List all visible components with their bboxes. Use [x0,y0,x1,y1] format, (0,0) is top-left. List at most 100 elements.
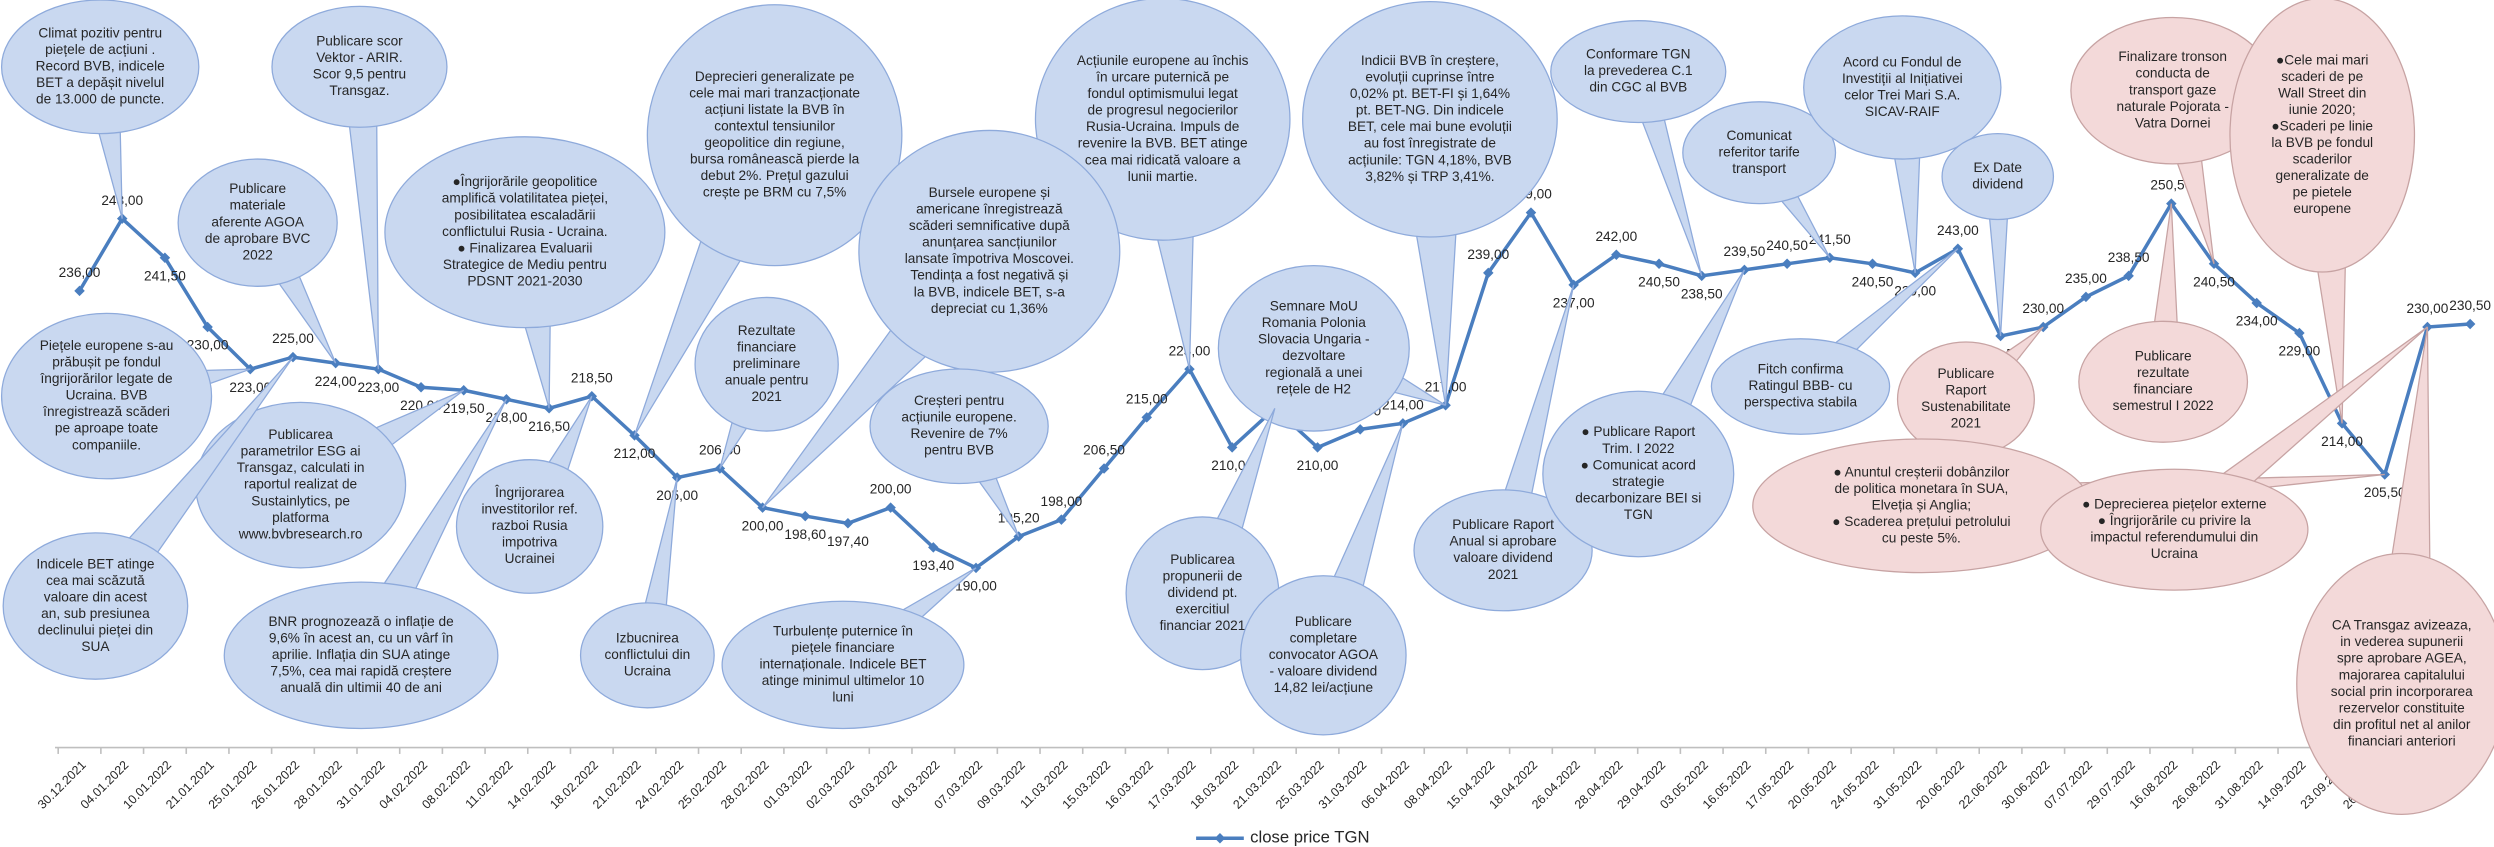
data-label: 241,50 [144,268,186,283]
callout-bubble [694,296,839,432]
callout-bubble [0,0,200,135]
callout-text: Romania Polonia [1262,315,1366,330]
callout-text: îngrijorărilor legate de [40,371,173,386]
data-label: 238,50 [2108,250,2150,265]
data-label: 234,00 [2236,314,2278,329]
data-label: 214,00 [2321,434,2363,449]
point-marker [1141,412,1153,423]
callout-text: rețele de H2 [1277,381,1351,396]
callout-text: razboi Rusia [492,518,568,533]
data-label: 193,40 [912,558,954,573]
callout-text: declinului pieței din [38,622,153,637]
callout-text: la BVB, indicele BET, s-a [914,284,1065,299]
point-marker [885,502,896,513]
callout-text: de aprobare BVC [205,231,311,246]
data-label: 239,50 [1724,244,1766,259]
callout-text: transport [1732,161,1786,176]
callout-text: de 13.000 de puncte. [36,92,164,107]
callout-text: Comunicat [1727,128,1792,143]
callout-text: Publicare [2135,349,2192,364]
data-label: 237,00 [1553,296,1595,311]
callout-text: în urcare puternică pe [1095,70,1229,85]
data-label: 200,00 [742,518,784,533]
callout-bubble [1217,265,1410,432]
point-marker [2123,270,2134,282]
callout-text: la BVB pe fondul [2271,135,2373,150]
callout-text: Ucraina [2151,546,2198,561]
callout-text: evoluții cuprinse între [1365,70,1494,85]
callout-text: 2021 [751,389,781,404]
callout-text: Ucraina. BVB [66,388,148,403]
callout-text: ● Scaderea prețului petrolului [1832,514,2010,529]
callout: Îngrijorarea investitorilor ref.razboi Ru… [455,395,604,594]
data-label: 190,00 [955,579,997,594]
data-label: 236,00 [59,265,101,280]
callout-text: Tendința a fost negativă și [910,268,1068,283]
callout-text: in vederea supunerii [2340,634,2463,649]
callout-text: Vektor - ARIR. [316,50,403,65]
callout-bubble [579,602,715,709]
callout-text: Publicare scor [316,34,403,49]
callout-text: valoare dividend [1453,550,1552,565]
callout-text: pentru BVB [924,443,994,458]
callout-text: Acord cu Fondul de [1843,54,1961,69]
callout-text: lansate împotriva Moscovei. [905,251,1074,266]
callout-text: transport gaze [2129,82,2216,97]
callout-text: conflictului din [604,647,690,662]
callout: CA Transgaz avizeaza,in vederea supuneri… [2296,326,2494,815]
callout-text: majorarea capitalului [2339,667,2465,682]
callout-text: din CGC al BVB [1589,80,1687,95]
callout-text: materiale [230,198,286,213]
callout-text: Anual si aprobare [1450,534,1557,549]
callout-bubble [0,312,213,480]
callout-text: debut 2%. Prețul gazului [701,168,849,183]
callout-bubble [1710,338,1891,435]
data-label: 215,00 [1126,391,1168,406]
data-label: 218,50 [571,370,613,385]
data-label: 240,50 [1766,238,1808,253]
callout-text: piețele financiare [791,640,894,655]
point-marker [74,285,85,297]
callout-text: americane înregistrează [916,202,1063,217]
callout-text: valoare din acest [44,589,147,604]
callout-text: strategie [1612,474,1664,489]
callout-text: Strategice de Mediu pentru [443,257,607,272]
callout-text: impotriva [502,535,558,550]
callout-text: la prevederea C.1 [1584,63,1693,78]
callout-text: Wall Street din [2278,85,2366,100]
callout-text: parametrilor ESG ai [241,444,361,459]
callout-text: prăbușit pe fondul [52,355,161,370]
callout-text: acțiunile europene. [901,410,1016,425]
callout-bubble [1302,0,1558,238]
callout-text: Publicare [1295,614,1352,629]
callout-text: Acțiunile europene au închis [1077,53,1249,68]
callout-bubble [1550,20,1727,124]
callout-text: cea mai scăzută [46,573,145,588]
callout-text: piețele de acțiuni . [45,42,155,57]
data-label: 225,00 [272,331,314,346]
callout-text: Revenire de 7% [911,426,1008,441]
callout-text: de politica monetara în SUA, [1834,481,2008,496]
point-marker [2294,327,2305,339]
callout: Acord cu Fondul de Investiții al Inițiati… [1803,15,2002,273]
callout-text: Slovacia Ungaria - [1258,332,1370,347]
data-label: 230,50 [2449,298,2491,313]
callout: Acțiunile europene au închis în urcare pu… [1034,0,1291,370]
callout-text: ● Finalizarea Evaluarii [457,240,592,255]
callout-text: cea mai ridicată valoare a [1085,152,1241,167]
data-label: 229,00 [2278,344,2320,359]
callout-text: preliminare [733,356,801,371]
callout-text: TGN [1624,507,1653,522]
callout-text: companiile. [72,437,141,452]
data-label: 219,50 [443,401,485,416]
callout-text: Publicare [1937,366,1994,381]
data-label: 205,50 [2364,485,2406,500]
callout-text: Elveția și Anglia; [1872,497,1971,512]
